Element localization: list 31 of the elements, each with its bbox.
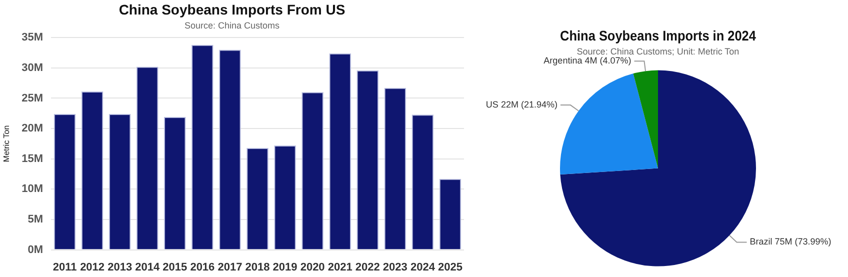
x-tick-label: 2015	[162, 261, 188, 274]
x-tick-label: 2014	[135, 261, 160, 274]
x-tick-label: 2013	[108, 261, 132, 274]
chart-subtitle: Source: China Customs	[184, 20, 280, 31]
y-tick-label: 0M	[28, 244, 43, 256]
chart-title: China Soybeans Imports in 2024	[560, 28, 756, 44]
x-tick-label: 2022	[355, 261, 380, 274]
y-tick-label: 20M	[22, 122, 43, 135]
x-tick-label: 2011	[52, 261, 77, 274]
slice-label: US 22M (21.94%)	[486, 100, 558, 110]
chart-subtitle: Source: China Customs; Unit: Metric Ton	[576, 46, 740, 57]
slice-label: Argentina 4M (4.07%)	[544, 56, 632, 66]
y-tick-label: 5M	[28, 214, 43, 226]
x-tick-label: 2023	[382, 261, 408, 274]
x-tick-label: 2025	[438, 261, 462, 274]
x-tick-label: 2012	[80, 261, 105, 274]
y-tick-label: 30M	[22, 62, 43, 74]
x-tick-label: 2024	[410, 261, 436, 274]
y-tick-label: 35M	[22, 32, 43, 44]
y-tick-label: 15M	[22, 152, 43, 165]
x-tick-label: 2017	[218, 261, 242, 274]
y-axis-title: Metric Ton	[2, 125, 12, 162]
y-tick-label: 10M	[22, 183, 43, 196]
x-tick-label: 2020	[300, 261, 325, 274]
x-tick-label: 2016	[190, 261, 215, 274]
y-tick-label: 25M	[22, 92, 43, 104]
x-tick-label: 2019	[272, 261, 298, 274]
x-tick-label: 2018	[245, 261, 270, 274]
slice-label: Brazil 75M (73.99%)	[750, 236, 832, 247]
chart-title: China Soybeans Imports From US	[118, 1, 346, 18]
x-tick-label: 2021	[328, 261, 352, 274]
